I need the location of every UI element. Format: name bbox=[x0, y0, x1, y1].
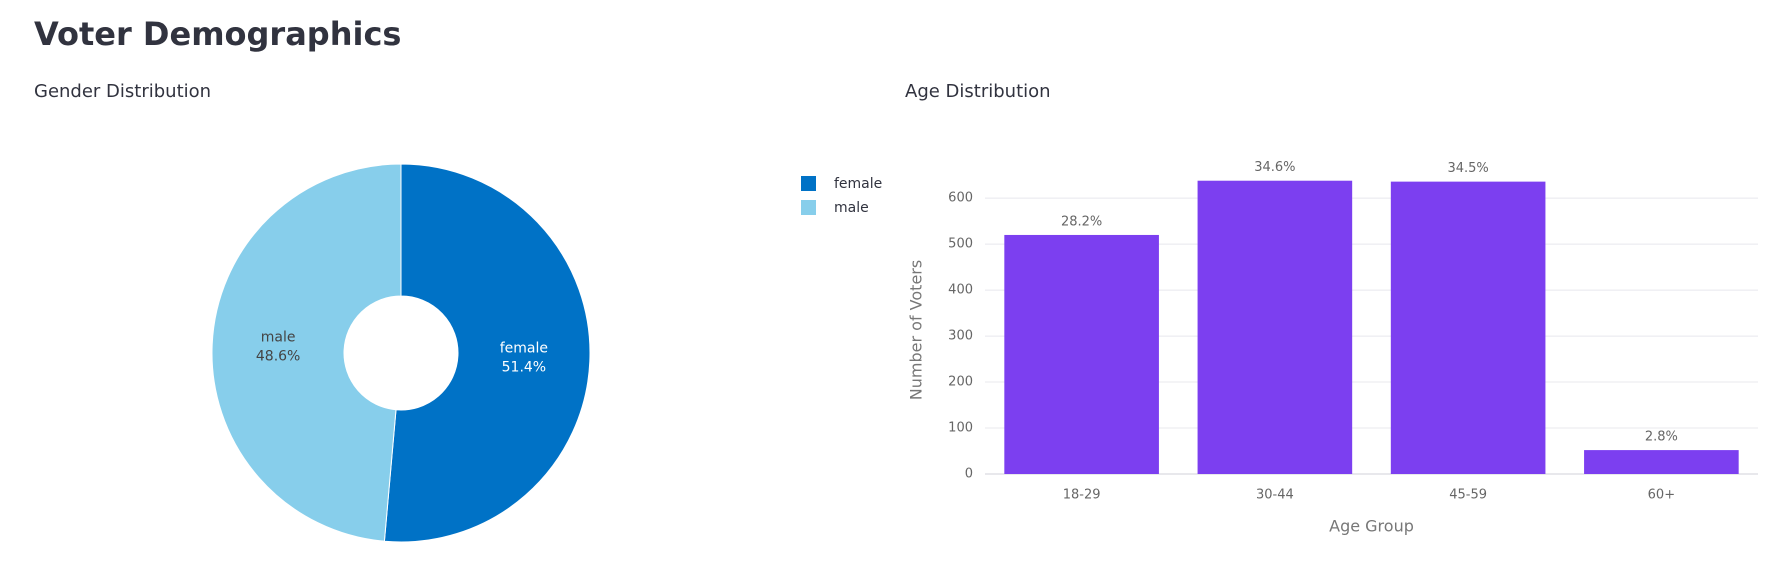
chart-title: Age Distribution bbox=[905, 81, 1051, 102]
x-tick-label: 18-29 bbox=[1063, 488, 1101, 503]
y-tick-label: 100 bbox=[948, 421, 973, 436]
bar bbox=[1004, 234, 1159, 474]
pie-slice bbox=[383, 163, 591, 543]
pie-slice bbox=[211, 163, 402, 542]
x-tick-label: 45-59 bbox=[1449, 488, 1487, 503]
x-axis-label: Age Group bbox=[1329, 517, 1414, 536]
chart-title: Gender Distribution bbox=[34, 81, 211, 102]
legend-swatch bbox=[801, 200, 816, 215]
bar-percent-label: 2.8% bbox=[1645, 430, 1678, 445]
bar bbox=[1390, 181, 1546, 474]
y-tick-label: 0 bbox=[965, 467, 973, 482]
slice-label: male bbox=[261, 330, 296, 346]
x-tick-label: 30-44 bbox=[1256, 488, 1294, 503]
page-title: Voter Demographics bbox=[34, 15, 401, 53]
x-tick-label: 60+ bbox=[1648, 488, 1675, 503]
bar bbox=[1197, 180, 1353, 474]
slice-value-label: 51.4% bbox=[502, 359, 546, 375]
bar bbox=[1584, 450, 1739, 474]
legend-label: male bbox=[834, 200, 869, 216]
y-tick-label: 300 bbox=[948, 329, 973, 344]
y-tick-label: 400 bbox=[948, 283, 973, 298]
bar-percent-label: 34.5% bbox=[1447, 161, 1488, 176]
y-axis-label: Number of Voters bbox=[907, 260, 926, 400]
legend-label: female bbox=[834, 176, 882, 192]
slice-value-label: 48.6% bbox=[256, 349, 300, 365]
y-tick-label: 600 bbox=[948, 191, 973, 206]
y-tick-label: 200 bbox=[948, 375, 973, 390]
slice-label: female bbox=[500, 340, 548, 356]
legend-swatch bbox=[801, 176, 816, 191]
bar-percent-label: 34.6% bbox=[1254, 160, 1295, 175]
bar-percent-label: 28.2% bbox=[1061, 214, 1102, 229]
y-tick-label: 500 bbox=[948, 237, 973, 252]
